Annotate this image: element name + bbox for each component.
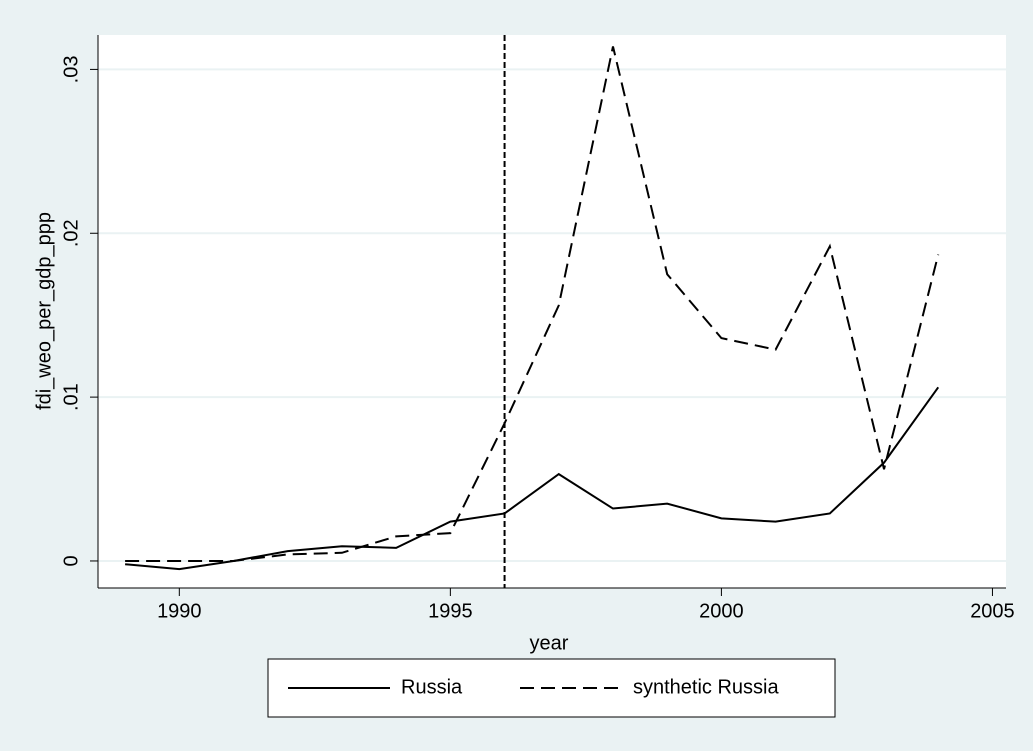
- legend-label: Russia: [401, 676, 463, 698]
- y-axis-title: fdi_weo_per_gdp_ppp: [33, 212, 55, 410]
- series-line: [125, 386, 940, 571]
- y-tick-label: .02: [60, 219, 82, 247]
- x-tick-label: 2005: [970, 600, 1015, 622]
- y-tick-label: 0: [60, 555, 82, 566]
- series-line: [125, 46, 940, 562]
- x-axis-title: year: [530, 632, 569, 654]
- y-tick-label: .01: [60, 383, 82, 411]
- x-tick-label: 1990: [157, 600, 202, 622]
- x-tick-label: 1995: [428, 600, 473, 622]
- plot-area: [98, 35, 1006, 588]
- y-tick-label: .03: [60, 56, 82, 84]
- legend-label: synthetic Russia: [633, 676, 779, 698]
- x-tick-label: 2000: [699, 600, 744, 622]
